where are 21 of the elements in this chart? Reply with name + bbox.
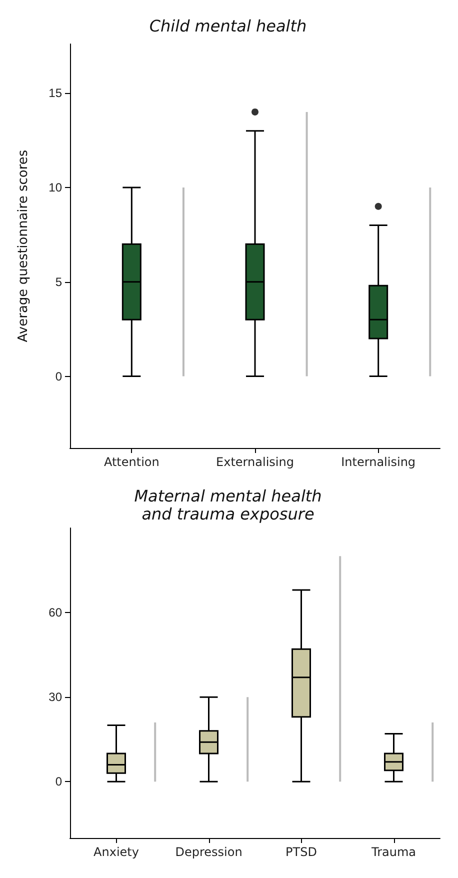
x-tick-label: Trauma <box>370 845 416 859</box>
chart-title: Child mental health <box>149 16 307 36</box>
x-tick-label: Externalising <box>216 455 294 469</box>
bar <box>154 722 156 782</box>
y-tick-label: 60 <box>48 606 62 620</box>
x-tick-label: Internalising <box>341 455 416 469</box>
y-tick-label: 15 <box>48 86 62 100</box>
y-tick-label: 30 <box>48 690 62 704</box>
y-axis-title: Average questionnaire scores <box>16 150 31 342</box>
x-tick-label: Anxiety <box>94 845 139 859</box>
y-tick-label: 10 <box>48 180 62 194</box>
y-tick-label: 5 <box>55 274 62 289</box>
x-tick-label: PTSD <box>286 845 317 859</box>
x-tick-label: Depression <box>175 845 242 859</box>
bar <box>339 556 342 782</box>
chart-title: Maternal mental health and trauma exposure <box>134 486 322 524</box>
y-tick-label: 0 <box>55 774 62 789</box>
bar <box>246 697 249 782</box>
bar <box>432 722 434 782</box>
x-tick-label: Attention <box>104 455 160 469</box>
y-tick-label: 0 <box>55 369 62 384</box>
